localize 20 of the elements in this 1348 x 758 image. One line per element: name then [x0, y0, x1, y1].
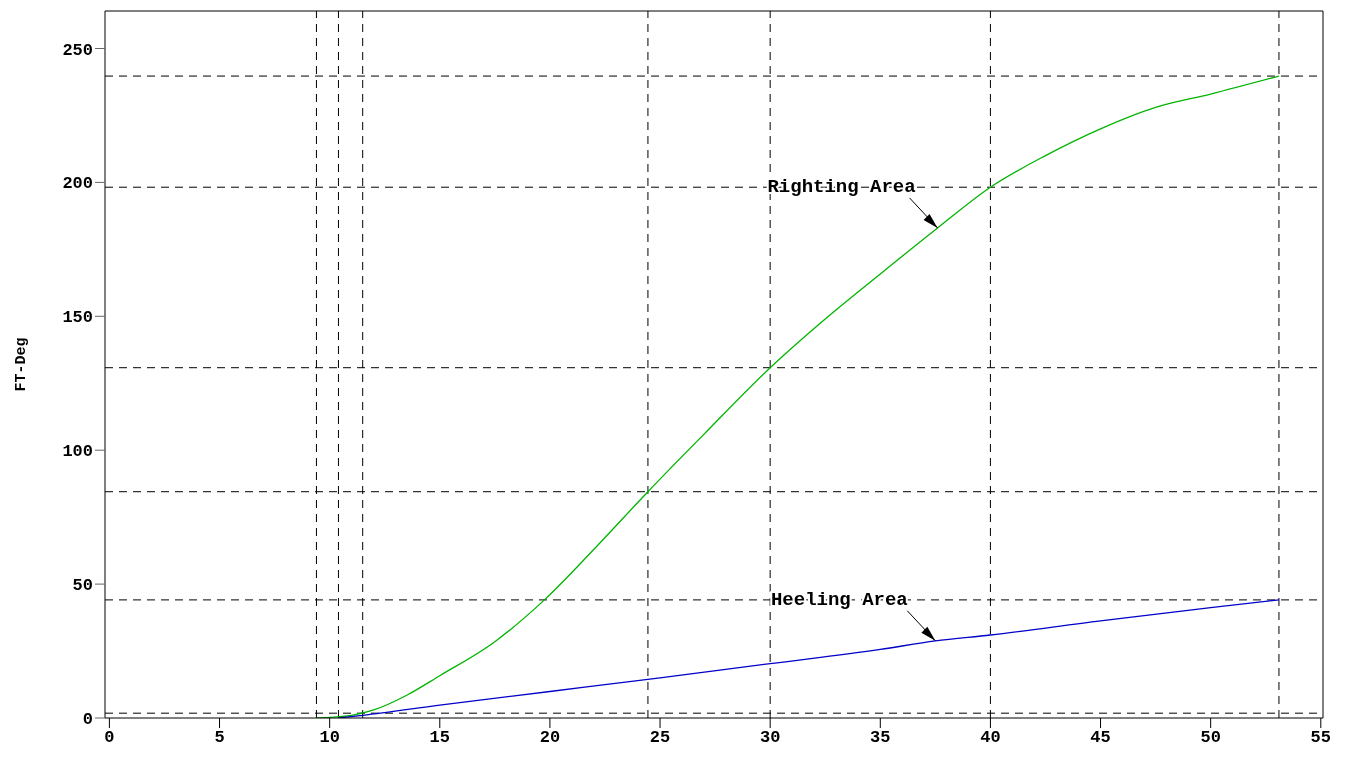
y-tick-label: 100	[62, 442, 93, 462]
x-tick-label: 25	[649, 728, 671, 748]
x-tick-label: 50	[1200, 728, 1221, 748]
x-tick-label: 35	[870, 728, 891, 748]
x-tick-label: 15	[429, 728, 450, 748]
y-tick-label: 0	[82, 710, 93, 730]
y-tick-label: 150	[62, 308, 93, 328]
x-tick-label: 45	[1090, 728, 1111, 748]
x-tick-label: 0	[104, 728, 115, 748]
y-tick-label: 250	[62, 40, 93, 60]
y-tick-label: 50	[72, 576, 93, 596]
x-tick-label: 40	[980, 728, 1001, 748]
x-tick-label: 5	[214, 728, 225, 748]
x-tick-label: 10	[319, 728, 340, 748]
x-tick-label: 55	[1310, 728, 1331, 748]
x-tick-label: 20	[539, 728, 561, 748]
y-axis-title: FT-Deg	[13, 337, 31, 392]
y-tick-label: 200	[62, 174, 93, 194]
annotation: Righting Area	[767, 175, 916, 198]
x-tick-label: 30	[759, 728, 781, 748]
